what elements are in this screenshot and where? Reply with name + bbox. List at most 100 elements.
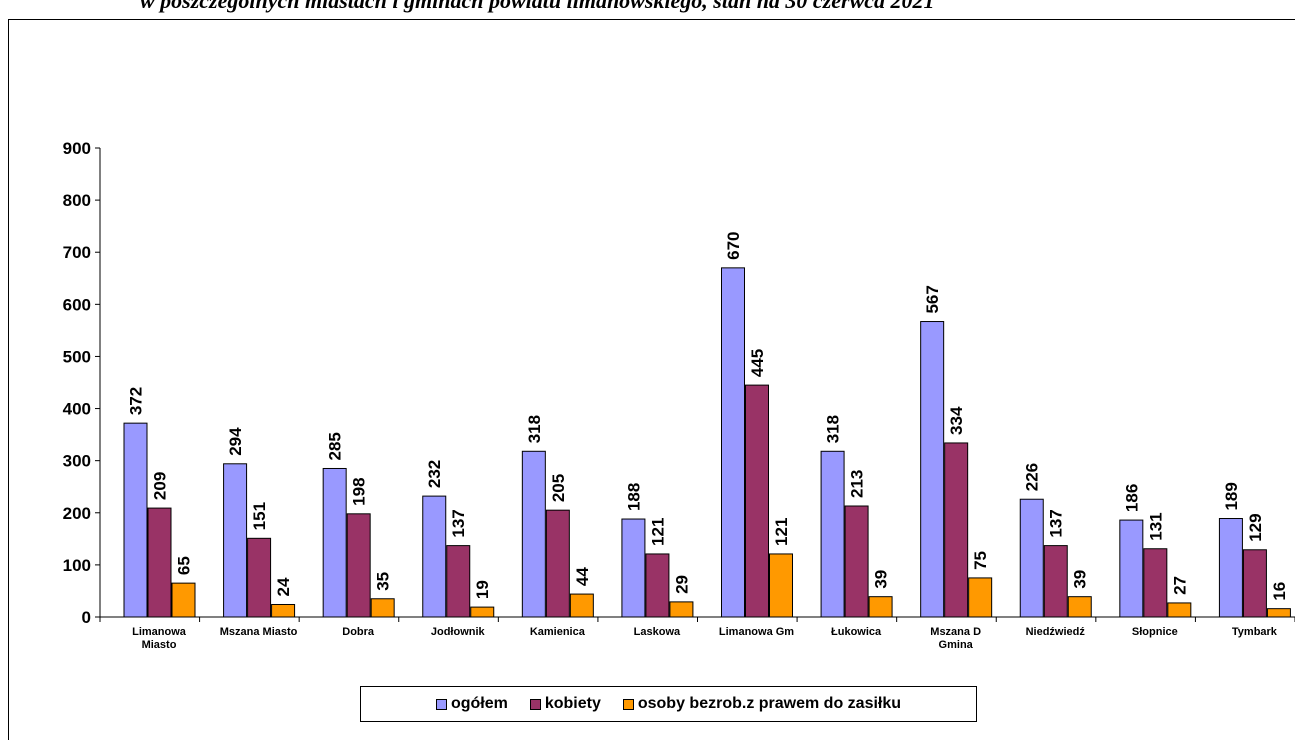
data-label: 198 xyxy=(350,477,369,505)
y-tick-label: 0 xyxy=(82,608,91,627)
legend-swatch xyxy=(435,698,447,710)
bar xyxy=(1266,608,1291,618)
data-label: 24 xyxy=(274,577,293,596)
bar xyxy=(968,577,993,618)
bar xyxy=(147,507,172,618)
legend-item: kobiety xyxy=(529,695,601,713)
data-label: 151 xyxy=(250,502,269,530)
data-label: 285 xyxy=(326,432,345,460)
data-label: 318 xyxy=(824,415,843,443)
y-tick-label: 100 xyxy=(63,556,91,575)
bar xyxy=(820,450,845,618)
data-label: 35 xyxy=(374,572,393,591)
bar xyxy=(545,509,570,618)
data-label: 334 xyxy=(947,406,966,435)
x-tick-label: Tymbark xyxy=(1232,626,1278,638)
legend-label: ogółem xyxy=(450,695,508,712)
bar xyxy=(745,384,769,618)
data-label: 226 xyxy=(1023,463,1042,491)
data-label: 137 xyxy=(449,509,468,537)
bar xyxy=(1242,549,1267,618)
bar xyxy=(920,321,945,618)
data-label: 121 xyxy=(648,518,667,546)
legend-swatch xyxy=(622,698,634,710)
legend-item: ogółem xyxy=(435,695,508,713)
bar xyxy=(569,593,594,618)
x-tick-label: Niedźwiedź xyxy=(1026,626,1086,638)
data-label: 186 xyxy=(1122,484,1141,512)
bar xyxy=(1167,602,1192,618)
y-tick-label: 300 xyxy=(63,452,91,471)
data-label: 75 xyxy=(971,551,990,570)
bar xyxy=(1067,596,1092,618)
bar xyxy=(769,553,793,618)
data-label: 670 xyxy=(724,231,743,259)
y-tick-label: 800 xyxy=(63,191,91,210)
bar xyxy=(721,267,745,618)
data-label: 39 xyxy=(1071,570,1090,589)
x-tick-label: Mszana Miasto xyxy=(220,626,298,638)
data-label: 19 xyxy=(473,580,492,599)
data-label: 27 xyxy=(1170,576,1189,595)
bar xyxy=(645,553,670,618)
data-label: 213 xyxy=(848,470,867,498)
x-tick-label: Mszana D xyxy=(930,626,981,638)
y-tick-label: 400 xyxy=(63,400,91,419)
bar xyxy=(470,606,495,618)
x-tick-label: Limanowa Gm xyxy=(719,626,794,638)
y-tick-label: 900 xyxy=(63,139,91,158)
data-label: 16 xyxy=(1270,582,1289,601)
data-label: 189 xyxy=(1222,482,1241,510)
bar xyxy=(1218,518,1243,618)
chart-title: w poszczególnych miastach i gminach powi… xyxy=(140,0,935,13)
y-tick-label: 200 xyxy=(63,504,91,523)
y-tick-label: 600 xyxy=(63,295,91,314)
data-label: 205 xyxy=(549,474,568,502)
bar xyxy=(669,601,694,618)
bar xyxy=(1019,498,1044,618)
bar xyxy=(1043,545,1068,618)
data-label: 129 xyxy=(1246,513,1265,541)
x-tick-label: Dobra xyxy=(342,626,375,638)
x-tick-label: Słopnice xyxy=(1132,626,1178,638)
data-label: 372 xyxy=(127,387,146,415)
legend-item: osoby bezrob.z prawem do zasiłku xyxy=(622,695,902,713)
bar xyxy=(223,463,248,618)
y-tick-label: 700 xyxy=(63,243,91,262)
data-label: 131 xyxy=(1146,512,1165,540)
bar xyxy=(271,603,296,618)
bar xyxy=(171,582,196,618)
bar xyxy=(346,513,371,618)
bar xyxy=(1143,548,1168,618)
bar xyxy=(446,545,471,618)
x-tick-label: Laskowa xyxy=(634,626,681,638)
y-tick-label: 500 xyxy=(63,347,91,366)
x-tick-label: Miasto xyxy=(142,639,177,651)
x-tick-label: Kamienica xyxy=(530,626,586,638)
bar xyxy=(322,467,347,618)
data-label: 44 xyxy=(573,567,592,586)
data-label: 318 xyxy=(525,415,544,443)
data-label: 232 xyxy=(425,460,444,488)
bar xyxy=(868,596,893,618)
x-tick-label: Jodłownik xyxy=(431,626,486,638)
data-label: 567 xyxy=(923,285,942,313)
data-label: 65 xyxy=(175,556,194,575)
bar xyxy=(422,495,447,618)
chart-frame xyxy=(8,19,1295,740)
x-tick-label: Gmina xyxy=(939,639,974,651)
bar xyxy=(123,422,148,618)
bar xyxy=(521,450,546,618)
bar xyxy=(621,518,646,618)
data-label: 137 xyxy=(1047,509,1066,537)
legend-label: kobiety xyxy=(544,695,601,712)
bar xyxy=(370,598,395,618)
legend-label: osoby bezrob.z prawem do zasiłku xyxy=(637,695,902,712)
data-label: 294 xyxy=(226,427,245,456)
data-label: 39 xyxy=(872,570,891,589)
bar xyxy=(247,537,272,618)
bar xyxy=(944,442,969,618)
x-tick-label: Łukowica xyxy=(831,626,882,638)
legend: ogółem kobiety osoby bezrob.z prawem do za… xyxy=(360,686,977,722)
